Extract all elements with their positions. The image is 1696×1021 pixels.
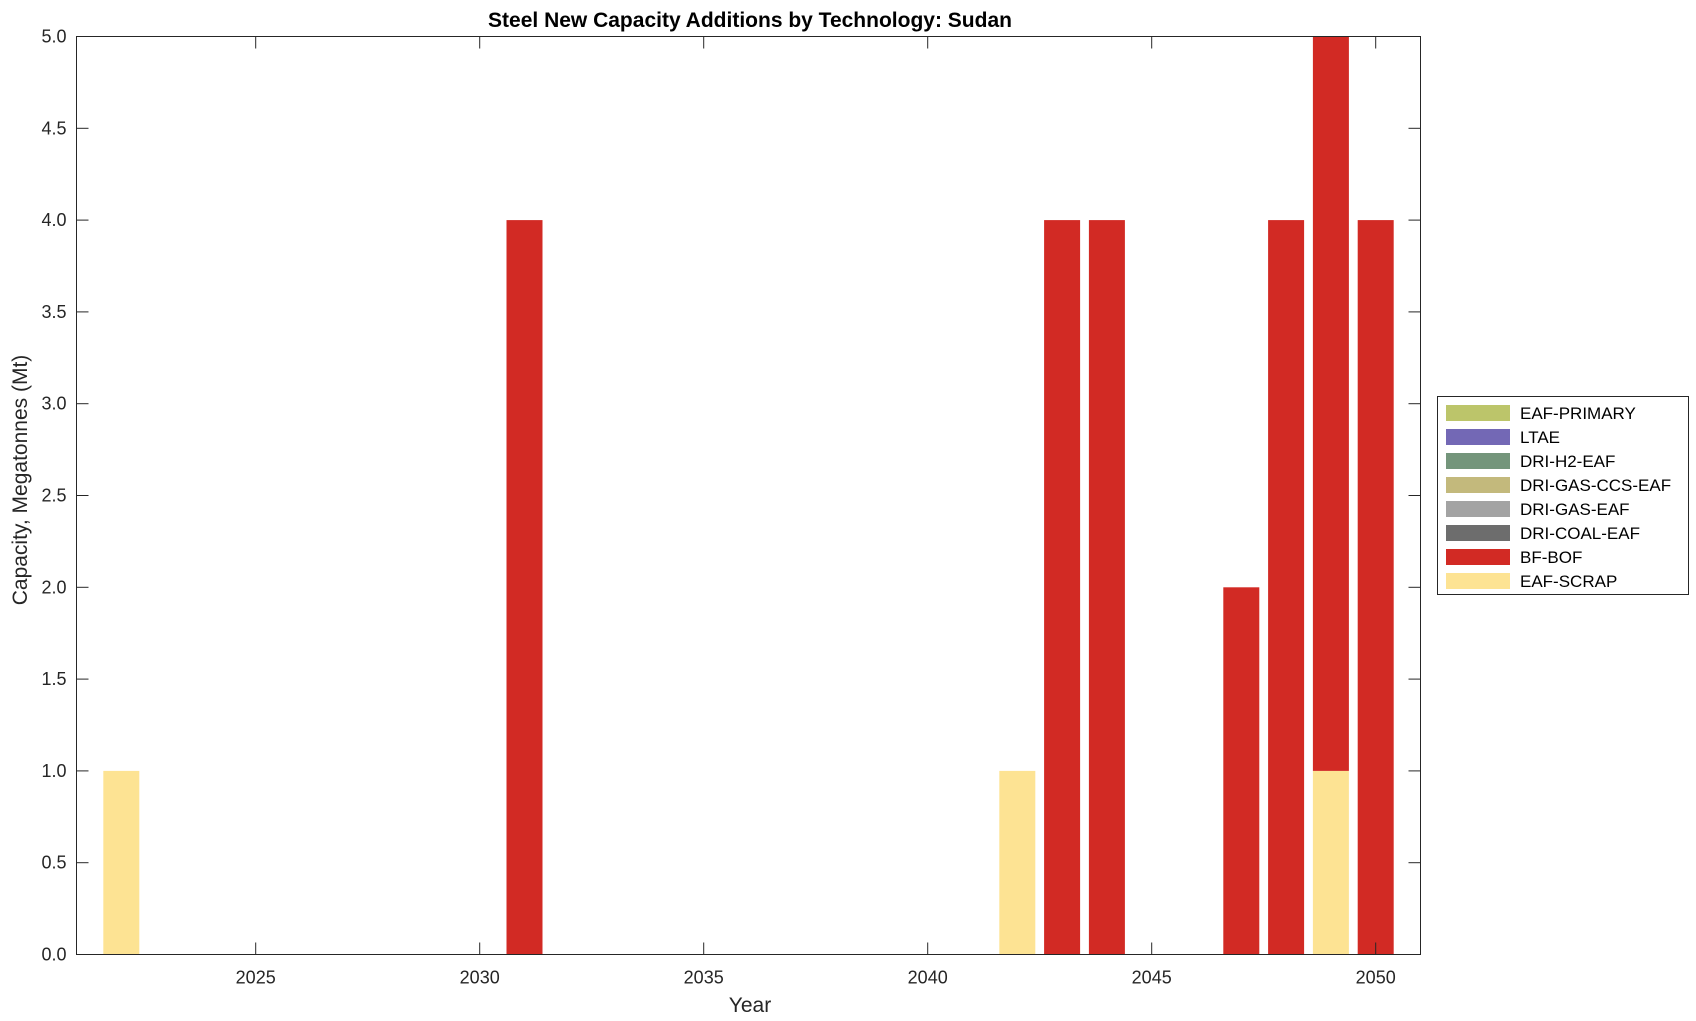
- legend-label-dri-gas-ccs-eaf: DRI-GAS-CCS-EAF: [1520, 476, 1671, 495]
- y-tick-label-10: 5.0: [41, 27, 66, 47]
- bar-bf-bof-2048: [1268, 220, 1305, 955]
- legend-swatch-dri-h2-eaf: [1446, 453, 1510, 469]
- bar-eaf-scrap-2049: [1312, 770, 1349, 955]
- y-tick-label-6: 3.0: [41, 394, 66, 414]
- y-tick-label-7: 3.5: [41, 302, 66, 322]
- legend: EAF-PRIMARY LTAE DRI-H2-EAF DRI-GAS-CCS-EAF…: [1437, 396, 1689, 595]
- legend-label-ltae: LTAE: [1520, 428, 1560, 447]
- legend-swatch-eaf-primary: [1446, 405, 1510, 421]
- bar-bf-bof-2047: [1223, 587, 1260, 955]
- legend-swatch-bf-bof: [1446, 549, 1510, 565]
- bar-eaf-scrap-2042: [999, 770, 1036, 955]
- legend-swatch-dri-coal-eaf: [1446, 525, 1510, 541]
- y-tick-label-9: 4.5: [41, 118, 66, 138]
- legend-label-dri-coal-eaf: DRI-COAL-EAF: [1520, 524, 1640, 543]
- legend-swatch-ltae: [1446, 429, 1510, 445]
- y-tick-label-1: 0.5: [41, 853, 66, 873]
- y-tick-label-3: 1.5: [41, 669, 66, 689]
- bar-eaf-scrap-2022: [103, 770, 140, 955]
- y-tick-label-4: 2.0: [41, 577, 66, 597]
- legend-label-bf-bof: BF-BOF: [1520, 548, 1582, 567]
- ticks-layer: 2025 2030 2035 2040 2045 2050 0.0 0.5 1.0 1.5 2.0 2…: [41, 27, 1421, 988]
- x-tick-label-2030: 2030: [460, 968, 500, 988]
- x-tick-label-2035: 2035: [684, 968, 724, 988]
- y-tick-label-8: 4.0: [41, 210, 66, 230]
- x-tick-label-2045: 2045: [1132, 968, 1172, 988]
- bar-bf-bof-2049: [1312, 36, 1349, 771]
- bar-bf-bof-2031: [506, 220, 543, 955]
- bar-bf-bof-2043: [1044, 220, 1081, 955]
- bar-bf-bof-2050: [1357, 220, 1394, 955]
- y-tick-label-2: 1.0: [41, 761, 66, 781]
- y-tick-label-0: 0.0: [41, 945, 66, 965]
- bar-bf-bof-2044: [1088, 220, 1125, 955]
- legend-items: EAF-PRIMARY LTAE DRI-H2-EAF DRI-GAS-CCS-EAF…: [1446, 404, 1671, 591]
- y-axis-title: Capacity, Megatonnes (Mt): [9, 355, 32, 606]
- legend-swatch-dri-gas-eaf: [1446, 501, 1510, 517]
- plot-area-frame: [76, 36, 1421, 955]
- x-tick-label-2040: 2040: [908, 968, 948, 988]
- legend-swatch-dri-gas-ccs-eaf: [1446, 477, 1510, 493]
- bars-layer: [103, 36, 1394, 955]
- x-axis-title: Year: [729, 994, 771, 1017]
- legend-label-dri-h2-eaf: DRI-H2-EAF: [1520, 452, 1615, 471]
- legend-label-dri-gas-eaf: DRI-GAS-EAF: [1520, 500, 1630, 519]
- chart-title: Steel New Capacity Additions by Technolo…: [488, 9, 1012, 32]
- legend-swatch-eaf-scrap: [1446, 573, 1510, 589]
- legend-label-eaf-primary: EAF-PRIMARY: [1520, 404, 1636, 423]
- x-tick-label-2050: 2050: [1356, 968, 1396, 988]
- y-tick-label-5: 2.5: [41, 486, 66, 506]
- legend-label-eaf-scrap: EAF-SCRAP: [1520, 572, 1617, 591]
- x-tick-label-2025: 2025: [236, 968, 276, 988]
